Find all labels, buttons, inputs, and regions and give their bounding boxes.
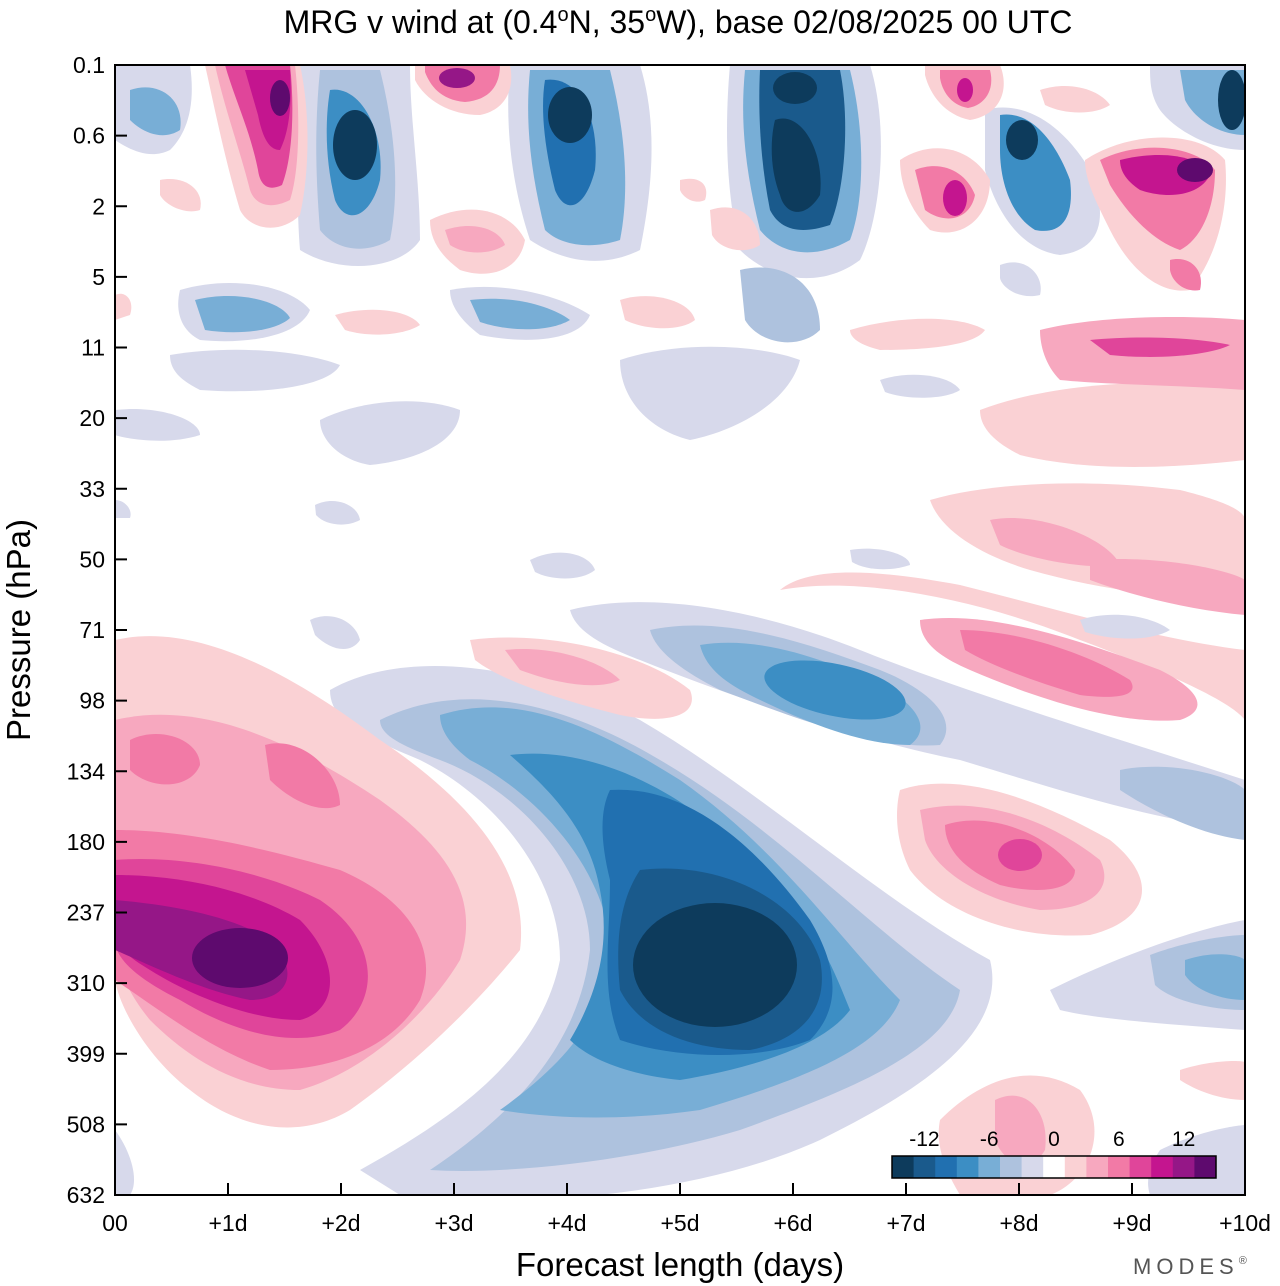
colorbar: -12 -6 0 6 12 xyxy=(891,1128,1217,1179)
colorbar-swatch xyxy=(935,1156,958,1178)
x-tick-label: +1d xyxy=(208,1210,247,1236)
x-tick-label: +2d xyxy=(321,1210,360,1236)
colorbar-frame xyxy=(891,1155,1217,1179)
x-tick-label: +4d xyxy=(547,1210,586,1236)
modes-logo: MODES® xyxy=(1133,1254,1252,1279)
y-axis-label: Pressure (hPa) xyxy=(0,519,37,741)
title-degree: o xyxy=(557,4,568,26)
colorbar-swatch xyxy=(1064,1156,1087,1178)
colorbar-swatch xyxy=(1086,1156,1109,1178)
title-prefix: MRG v wind at (0.4 xyxy=(284,4,558,40)
y-tick-label: 399 xyxy=(67,1041,105,1067)
modes-logo-mark: ® xyxy=(1239,1255,1252,1267)
y-tick-label: 98 xyxy=(79,688,105,714)
y-tick-label: 2 xyxy=(92,193,105,219)
x-tick-label: +6d xyxy=(773,1210,812,1236)
y-tick-label: 0.6 xyxy=(73,123,105,149)
title-lat: N, 35 xyxy=(569,4,645,40)
title-degree-2: o xyxy=(645,4,656,26)
feature-stratosphere xyxy=(115,65,1245,650)
x-tick-label: +3d xyxy=(434,1210,473,1236)
colorbar-tick-label: 0 xyxy=(1048,1128,1060,1151)
x-axis: 00 +1d +2d +3d +4d +5d +6d +7d +8d +9d +10d xyxy=(102,1183,1271,1236)
colorbar-swatch xyxy=(956,1156,979,1178)
colorbar-swatch xyxy=(978,1156,1001,1178)
plot-area xyxy=(115,65,1245,1195)
y-tick-label: 50 xyxy=(79,546,105,572)
x-tick-label: +7d xyxy=(886,1210,925,1236)
colorbar-swatch xyxy=(892,1156,915,1178)
y-tick-label: 33 xyxy=(79,476,105,502)
y-tick-label: 20 xyxy=(79,405,105,431)
title-lon: W), base 02/08/2025 00 UTC xyxy=(656,4,1072,40)
colorbar-tick-label: -6 xyxy=(980,1128,999,1151)
colorbar-swatch xyxy=(1108,1156,1131,1178)
feature-positive-upper-trop xyxy=(115,636,522,1128)
y-tick-label: 310 xyxy=(67,970,105,996)
y-tick-label: 71 xyxy=(79,617,105,643)
chart-title: MRG v wind at (0.4oN, 35oW), base 02/08/… xyxy=(284,4,1073,40)
colorbar-swatch xyxy=(1194,1156,1217,1178)
feature-negative-upper-trop xyxy=(330,666,993,1195)
y-axis: 0.1 0.6 2 5 11 20 33 50 71 98 134 180 237 310 399 508 63… xyxy=(67,52,127,1208)
y-tick-label: 5 xyxy=(92,264,105,290)
colorbar-swatch xyxy=(1021,1156,1044,1178)
colorbar-tick-label: -12 xyxy=(909,1128,939,1151)
x-tick-label: +5d xyxy=(660,1210,699,1236)
y-tick-label: 0.1 xyxy=(73,52,105,78)
y-tick-label: 632 xyxy=(67,1182,105,1208)
x-axis-label: Forecast length (days) xyxy=(516,1246,844,1283)
feature-negative-band-90hpa xyxy=(570,602,1245,840)
colorbar-tick-label: 12 xyxy=(1172,1128,1195,1151)
y-tick-label: 508 xyxy=(67,1111,105,1137)
y-tick-label: 134 xyxy=(67,758,106,784)
colorbar-swatch xyxy=(1043,1156,1066,1178)
colorbar-swatch xyxy=(1129,1156,1152,1178)
x-tick-label: +8d xyxy=(999,1210,1038,1236)
colorbar-swatch xyxy=(1151,1156,1174,1178)
feature-positive-right xyxy=(470,382,1245,936)
y-tick-label: 180 xyxy=(67,829,105,855)
x-tick-label: 00 xyxy=(102,1210,128,1236)
y-tick-label: 11 xyxy=(81,335,105,361)
colorbar-swatch xyxy=(1000,1156,1023,1178)
colorbar-swatch xyxy=(913,1156,936,1178)
y-tick-label: 237 xyxy=(67,900,105,926)
modes-logo-text: MODES xyxy=(1133,1254,1239,1279)
x-tick-label: +9d xyxy=(1112,1210,1151,1236)
x-tick-label: +10d xyxy=(1219,1210,1271,1236)
colorbar-tick-label: 6 xyxy=(1113,1128,1125,1151)
colorbar-swatch xyxy=(1172,1156,1195,1178)
